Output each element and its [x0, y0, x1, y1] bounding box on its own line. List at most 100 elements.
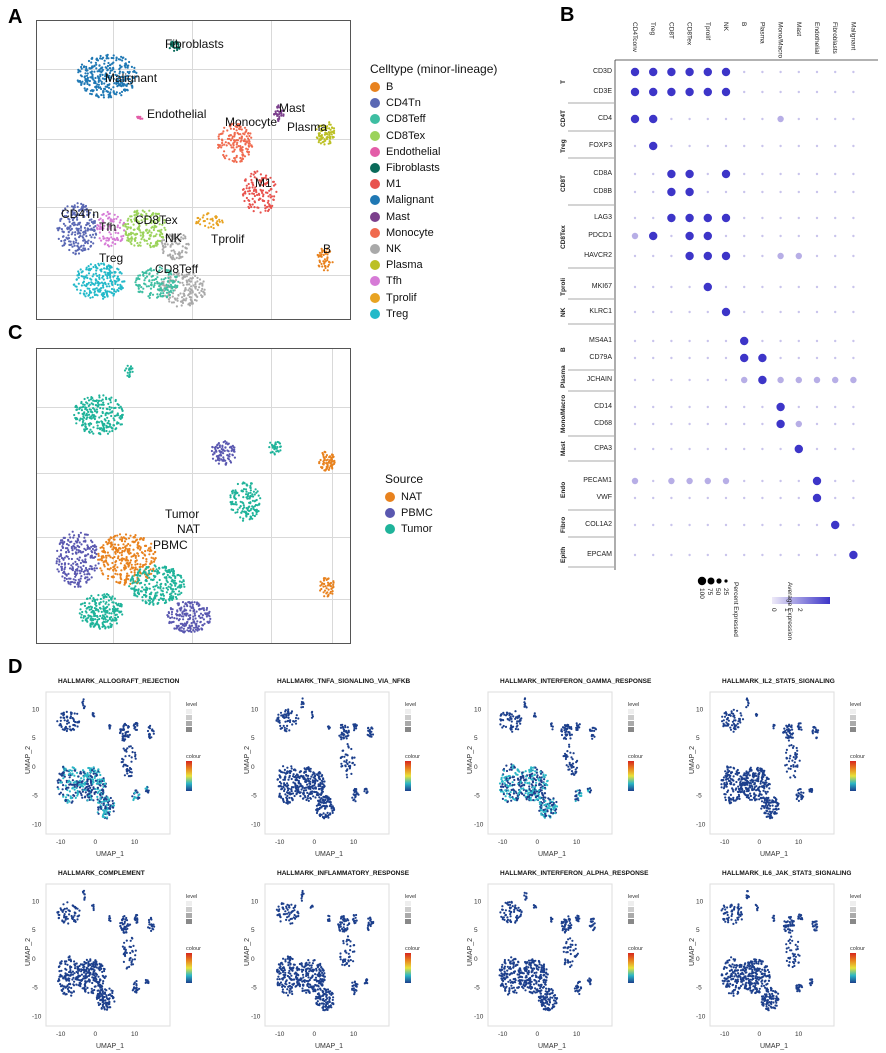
celltype-legend-item: Endothelial — [370, 144, 497, 160]
dotplot-column-label: NK — [722, 22, 729, 31]
cluster-tumor-small — [124, 365, 134, 378]
legend-colour-bar — [850, 953, 856, 983]
y-tick-label: 5 — [696, 735, 700, 742]
dotplot-dot — [816, 340, 818, 342]
x-tick-label: -10 — [275, 1031, 285, 1038]
dotplot-group-label: CD8T — [560, 165, 567, 202]
dotplot-dot — [722, 88, 730, 96]
y-tick-label: 10 — [32, 898, 40, 905]
cluster-endothelial — [136, 116, 143, 120]
dotplot-dot — [688, 379, 690, 381]
y-tick-label: -10 — [32, 1013, 42, 1020]
dotplot-dot — [816, 406, 818, 408]
dotplot-dot — [761, 173, 763, 175]
y-tick-label: -5 — [696, 985, 702, 992]
dotplot-dot — [707, 311, 709, 313]
dotplot-dot — [779, 480, 781, 482]
dotplot-dot — [725, 235, 727, 237]
dotplot-dot — [834, 217, 836, 219]
dotplot-dot — [816, 235, 818, 237]
x-tick-label: 0 — [94, 839, 98, 846]
dotplot-dot — [707, 340, 709, 342]
dotplot-dot — [634, 524, 636, 526]
dotplot-gene-label: CD14 — [572, 403, 612, 410]
celltype-legend-label: Malignant — [386, 194, 434, 206]
dotplot-dot — [816, 423, 818, 425]
x-tick-label: 10 — [350, 839, 358, 846]
dotplot-dot — [761, 406, 763, 408]
y-tick-label: 0 — [696, 956, 700, 963]
dotplot-dot — [834, 191, 836, 193]
dotplot-dot — [688, 448, 690, 450]
celltype-legend-swatch — [370, 293, 380, 303]
celltype-legend-swatch — [370, 260, 380, 270]
dotplot-dot — [688, 357, 690, 359]
x-tick-label: 0 — [536, 839, 540, 846]
legend-level-title: level — [628, 894, 639, 900]
dotplot-dot — [652, 255, 654, 257]
legend-colour-title: colour — [850, 946, 865, 952]
dotplot-dot — [758, 354, 766, 362]
celltype-legend-item: M1 — [370, 176, 497, 192]
legend-colour-bar — [186, 953, 192, 983]
dotplot-dot — [798, 357, 800, 359]
dotplot-dot — [634, 255, 636, 257]
dotplot-dot — [722, 252, 730, 260]
x-tick-label: 10 — [573, 839, 581, 846]
dotplot-dot — [685, 170, 693, 178]
legend-colour-bar — [405, 761, 411, 791]
y-tick-label: -5 — [32, 985, 38, 992]
dotplot-column-label: Mono/Macro — [777, 22, 784, 58]
legend-level-swatch — [186, 919, 192, 924]
celltype-legend-item: Plasma — [370, 257, 497, 273]
dotplot-dot — [816, 217, 818, 219]
dotplot-group-label: Epith — [560, 546, 567, 564]
panel-letter-a: A — [8, 6, 22, 29]
dotplot-dot — [852, 118, 854, 120]
dotplot-dot — [652, 286, 654, 288]
y-tick-label: 10 — [251, 706, 259, 713]
dotplot-dot — [852, 406, 854, 408]
dotplot-dot — [779, 357, 781, 359]
dotplot-dot — [852, 191, 854, 193]
dotplot-dot — [743, 191, 745, 193]
x-tick-label: 10 — [795, 1031, 803, 1038]
source-legend-swatch — [385, 524, 395, 534]
y-tick-label: -10 — [474, 821, 484, 828]
dotplot-dot — [725, 357, 727, 359]
dotplot-gene-label: EPCAM — [572, 551, 612, 558]
x-tick-label: -10 — [56, 1031, 66, 1038]
y-tick-label: -10 — [696, 1013, 706, 1020]
dotplot-dot — [634, 340, 636, 342]
dotplot-dot — [834, 286, 836, 288]
dotplot-dot — [761, 554, 763, 556]
dotplot-dot — [688, 554, 690, 556]
dotplot-dot — [631, 68, 639, 76]
dotplot-dot — [743, 406, 745, 408]
dotplot-dot — [743, 423, 745, 425]
celltype-legend-label: M1 — [386, 178, 401, 190]
y-axis-label: UMAP_2 — [244, 746, 251, 774]
legend-level-swatch — [850, 709, 856, 714]
dotplot-dot — [777, 116, 783, 122]
dotplot-dot — [834, 255, 836, 257]
legend-level-swatch — [628, 919, 634, 924]
dotplot-dot — [723, 478, 729, 484]
y-tick-label: 10 — [474, 898, 482, 905]
dotplot-dot — [743, 173, 745, 175]
celltype-legend-swatch — [370, 131, 380, 141]
dotplot-dot — [779, 191, 781, 193]
dotplot-dot — [725, 406, 727, 408]
y-tick-label: 5 — [696, 927, 700, 934]
dotplot-dot — [761, 497, 763, 499]
legend-level-swatch — [186, 715, 192, 720]
dotplot-dot — [725, 286, 727, 288]
dotplot-dot — [670, 311, 672, 313]
source-legend-item: PBMC — [385, 505, 433, 521]
dotplot-dot — [834, 357, 836, 359]
cluster-nat-t — [97, 533, 157, 586]
y-tick-label: 5 — [474, 927, 478, 934]
